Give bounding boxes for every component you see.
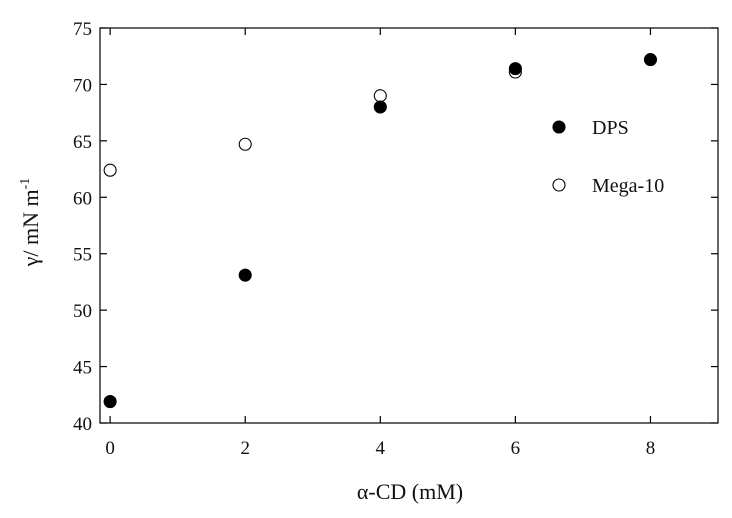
point-dps	[643, 53, 658, 67]
y-tick-label: 50	[73, 301, 92, 322]
point-mega-10	[373, 89, 387, 103]
y-tick-label: 40	[73, 414, 92, 435]
plot-frame	[99, 27, 719, 424]
point-mega-10	[103, 163, 117, 177]
x-tick-label: 0	[105, 438, 115, 459]
y-tick-label: 55	[73, 245, 92, 266]
y-axis-label-main: γ/ mN m	[18, 189, 43, 267]
x-tick-label: 4	[376, 438, 386, 459]
legend-marker-mega-10	[552, 178, 566, 192]
point-dps	[103, 395, 117, 409]
y-tick-label: 75	[73, 19, 92, 40]
y-axis-ticks: 40 45 50 55 60 65 70 75	[73, 19, 718, 435]
y-axis-label-superscript: -1	[18, 178, 33, 190]
x-tick-label: 8	[646, 438, 656, 459]
legend-marker-dps	[552, 120, 566, 134]
point-dps	[238, 268, 252, 282]
y-axis-label: γ/ mN m-1	[18, 178, 43, 268]
legend-label-dps: DPS	[592, 117, 629, 139]
x-axis-ticks: 0 2 4 6 8	[105, 28, 655, 459]
y-tick-label: 65	[73, 132, 92, 153]
legend-label-mega-10: Mega-10	[592, 175, 664, 197]
x-tick-label: 2	[240, 438, 250, 459]
plot-border	[99, 27, 719, 424]
point-dps	[508, 62, 522, 76]
x-tick-label: 6	[511, 438, 521, 459]
y-tick-label: 70	[73, 75, 92, 96]
legend: DPS Mega-10	[552, 117, 664, 197]
point-mega-10	[238, 137, 252, 151]
point-dps	[373, 100, 387, 114]
x-axis-label: α-CD (mM)	[357, 479, 463, 504]
data-points	[103, 53, 658, 409]
y-tick-label: 60	[73, 188, 92, 209]
y-tick-label: 45	[73, 358, 92, 379]
